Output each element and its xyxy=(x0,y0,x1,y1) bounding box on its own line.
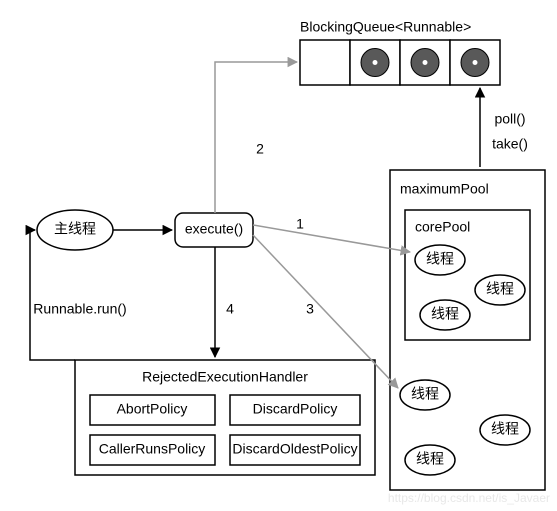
edge-label-exec-4: 4 xyxy=(226,301,234,317)
edge-exec-2 xyxy=(215,62,297,213)
queue-slot xyxy=(300,40,350,85)
queue-title: BlockingQueue<Runnable> xyxy=(300,19,471,35)
main-thread-label: 主线程 xyxy=(54,221,96,237)
edge-label-exec-1: 1 xyxy=(296,216,304,232)
discard-policy-label: DiscardPolicy xyxy=(253,401,338,417)
queue-slots xyxy=(300,40,500,85)
abort-policy-label: AbortPolicy xyxy=(117,401,188,417)
thread-label: 线程 xyxy=(491,421,519,437)
watermark: https://blog.csdn.net/is_Javaer xyxy=(388,491,550,505)
core-pool-label: corePool xyxy=(415,219,470,235)
thread-label: 线程 xyxy=(416,451,444,467)
rej-handler-label: RejectedExecutionHandler xyxy=(142,369,308,385)
max-pool-label: maximumPool xyxy=(400,181,489,197)
edge-label-exec-3: 3 xyxy=(306,301,314,317)
thread-label: 线程 xyxy=(426,251,454,267)
oldest-policy-label: DiscardOldestPolicy xyxy=(232,441,357,457)
thread-label: 线程 xyxy=(486,281,514,297)
edge-label-runnable: Runnable.run() xyxy=(33,301,126,317)
edge-exec-1 xyxy=(253,225,410,252)
thread-label: 线程 xyxy=(411,386,439,402)
edge-label-exec-2: 2 xyxy=(256,141,264,157)
thread-label: 线程 xyxy=(431,306,459,322)
edge-label-take: take() xyxy=(492,136,528,152)
edge-label-poll: poll() xyxy=(494,111,525,127)
caller-policy-label: CallerRunsPolicy xyxy=(99,441,206,457)
thread-pool-diagram: BlockingQueue<Runnable> maximumPool core… xyxy=(0,0,557,511)
execute-label: execute() xyxy=(185,221,243,237)
